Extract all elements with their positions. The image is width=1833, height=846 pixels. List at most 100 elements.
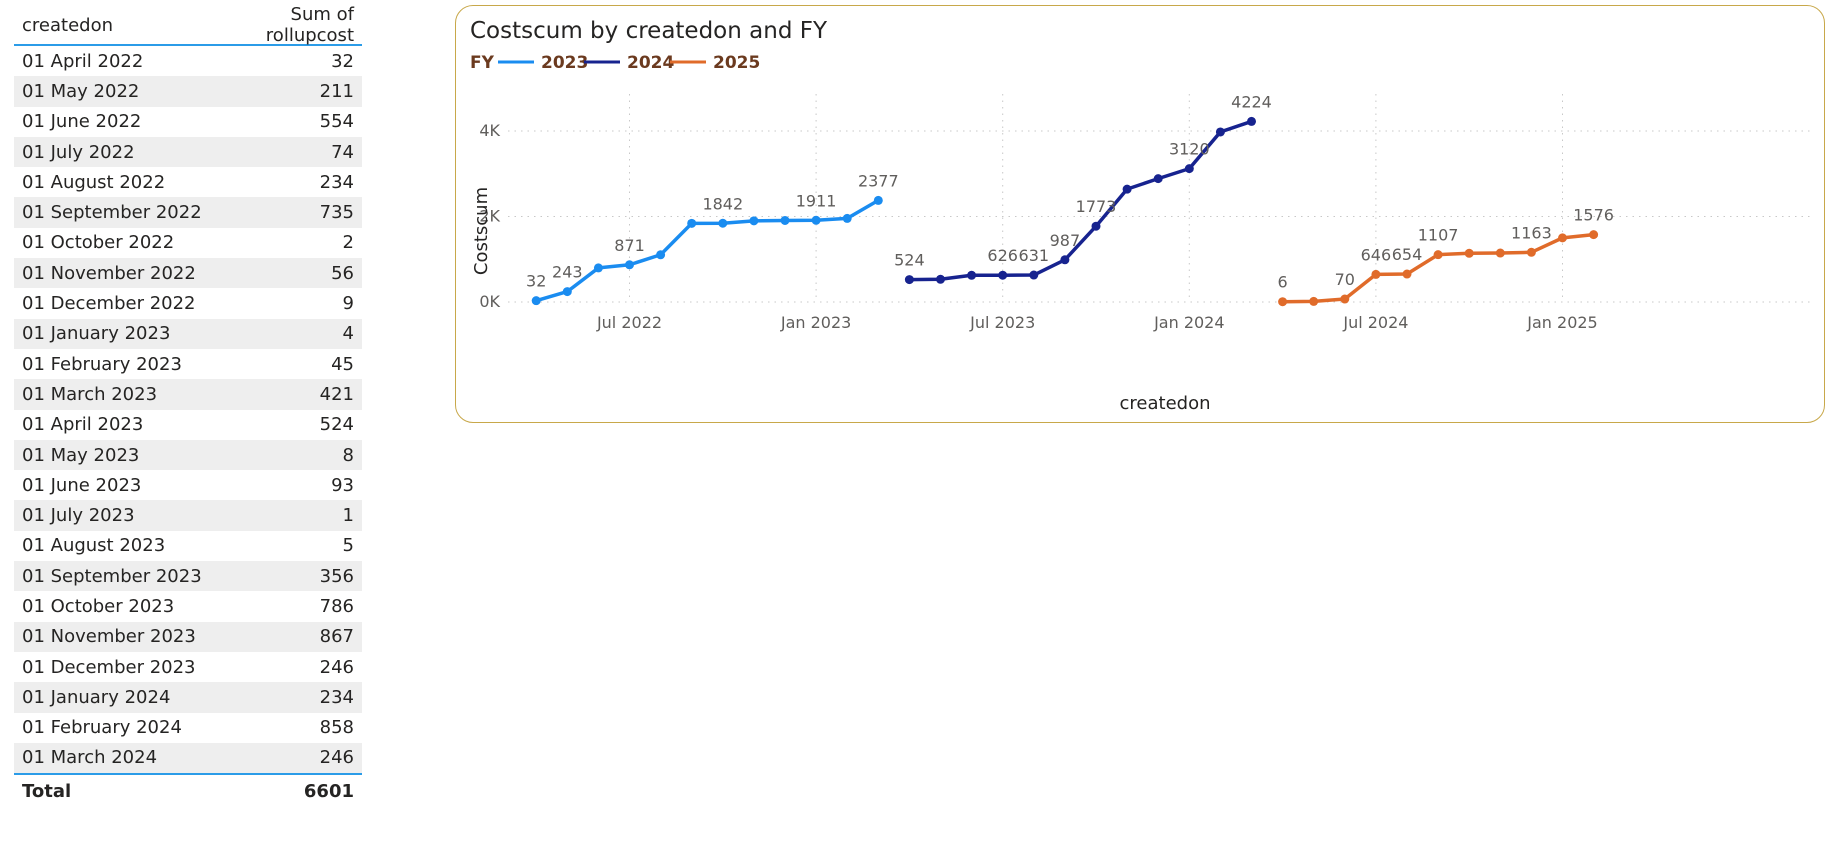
- data-point[interactable]: [1589, 230, 1599, 240]
- cell-rollupcost: 45: [331, 353, 354, 375]
- table-row[interactable]: 01 August 2023 5: [14, 531, 362, 561]
- table-row[interactable]: 01 April 2023 524: [14, 410, 362, 440]
- table-row[interactable]: 01 August 2022 234: [14, 167, 362, 197]
- data-point[interactable]: [1464, 248, 1474, 258]
- cell-createdon: 01 July 2023: [22, 505, 135, 527]
- data-point[interactable]: [1247, 116, 1256, 126]
- data-point[interactable]: [811, 215, 821, 225]
- legend-item-2025[interactable]: 2025: [713, 53, 760, 73]
- x-tick-label: Jan 2025: [1526, 313, 1597, 332]
- table-row[interactable]: 01 July 2022 74: [14, 136, 362, 168]
- data-point[interactable]: [749, 216, 759, 226]
- cell-createdon: 01 September 2022: [22, 202, 202, 224]
- data-point[interactable]: [1184, 164, 1194, 174]
- data-label: 524: [894, 251, 925, 270]
- data-point[interactable]: [904, 275, 914, 285]
- data-point[interactable]: [562, 287, 572, 297]
- data-label: 626: [987, 246, 1018, 265]
- line-chart-card[interactable]: Costscum by createdon and FY FY 2023 2024 2…: [455, 5, 1825, 423]
- table-row[interactable]: 01 February 2023 45: [14, 349, 362, 379]
- series-line-2023[interactable]: [535, 198, 880, 303]
- data-label: 646: [1361, 245, 1392, 264]
- table-row[interactable]: 01 April 2022 32: [14, 46, 362, 76]
- cell-createdon: 01 April 2022: [22, 50, 144, 72]
- data-point[interactable]: [1029, 270, 1039, 280]
- data-point[interactable]: [593, 263, 603, 273]
- data-point[interactable]: [718, 218, 728, 228]
- table-row[interactable]: 01 May 2023 8: [14, 439, 362, 471]
- table-row[interactable]: 01 June 2023 93: [14, 470, 362, 500]
- total-label: Total: [22, 780, 72, 802]
- x-tick-label: Jan 2024: [1153, 313, 1224, 332]
- data-point[interactable]: [1433, 250, 1443, 260]
- table-row[interactable]: 01 October 2023 786: [14, 591, 362, 621]
- data-point[interactable]: [531, 296, 541, 306]
- series-line-2024[interactable]: [909, 119, 1253, 282]
- cell-createdon: 01 August 2022: [22, 171, 166, 193]
- series-line-2025[interactable]: [1282, 232, 1594, 304]
- column-header-sum-rollupcost[interactable]: Sum of rollupcost: [265, 4, 354, 46]
- total-value: 6601: [303, 780, 354, 802]
- table-row[interactable]: 01 September 2023 356: [14, 561, 362, 592]
- data-point[interactable]: [1060, 255, 1070, 265]
- legend-item-2024[interactable]: 2024: [627, 53, 674, 73]
- data-label: 987: [1050, 231, 1081, 250]
- cell-createdon: 01 May 2023: [22, 444, 140, 466]
- table-row[interactable]: 01 June 2022 554: [14, 107, 362, 137]
- cell-rollupcost: 421: [319, 383, 354, 405]
- table-row[interactable]: 01 December 2023 246: [14, 652, 362, 682]
- chart-title: Costscum by createdon and FY: [470, 18, 828, 44]
- data-point[interactable]: [998, 270, 1008, 280]
- table-row[interactable]: 01 May 2022 211: [14, 76, 362, 107]
- data-point[interactable]: [1371, 269, 1381, 279]
- data-point[interactable]: [1215, 127, 1225, 137]
- data-point[interactable]: [1340, 294, 1350, 304]
- data-point[interactable]: [625, 260, 634, 270]
- data-point[interactable]: [967, 270, 977, 280]
- table-row[interactable]: 01 March 2024 246: [14, 742, 362, 774]
- data-label: 4224: [1231, 92, 1272, 111]
- column-header-createdon[interactable]: createdon: [22, 14, 113, 36]
- data-point[interactable]: [780, 215, 790, 225]
- cell-rollupcost: 9: [342, 293, 354, 315]
- table-row[interactable]: 01 November 2023 867: [14, 621, 362, 652]
- data-label: 1911: [796, 191, 837, 210]
- cell-rollupcost: 1: [342, 505, 354, 527]
- data-point[interactable]: [873, 195, 883, 205]
- data-point[interactable]: [1278, 297, 1288, 307]
- data-point[interactable]: [1495, 248, 1505, 258]
- cell-createdon: 01 January 2023: [22, 323, 171, 345]
- table-row[interactable]: 01 November 2022 56: [14, 258, 362, 289]
- table-row[interactable]: 01 March 2023 421: [14, 379, 362, 410]
- data-point[interactable]: [1526, 247, 1536, 257]
- data-point[interactable]: [1402, 269, 1412, 279]
- legend-item-2023[interactable]: 2023: [541, 53, 588, 73]
- data-point[interactable]: [1122, 184, 1132, 194]
- cell-rollupcost: 2: [342, 232, 354, 254]
- cell-createdon: 01 April 2023: [22, 414, 144, 436]
- cell-rollupcost: 735: [319, 202, 354, 224]
- data-point[interactable]: [1558, 233, 1567, 243]
- y-tick-label: 4K: [479, 121, 500, 140]
- data-point[interactable]: [936, 274, 945, 284]
- cell-createdon: 01 November 2022: [22, 262, 196, 284]
- cell-createdon: 01 December 2023: [22, 656, 196, 678]
- table-header: createdon Sum of rollupcost: [14, 4, 362, 46]
- table-row[interactable]: 01 December 2022 9: [14, 288, 362, 318]
- x-axis: Jul 2022 Jan 2023 Jul 2023 Jan 2024 Jul 2024…: [596, 313, 1598, 332]
- table-row[interactable]: 01 February 2024 858: [14, 713, 362, 743]
- table-row[interactable]: 01 October 2022 2: [14, 228, 362, 258]
- table-row[interactable]: 01 January 2024 234: [14, 682, 362, 713]
- data-point[interactable]: [687, 218, 697, 228]
- cell-createdon: 01 February 2023: [22, 353, 182, 375]
- data-label: 1576: [1573, 206, 1614, 225]
- data-point[interactable]: [1153, 174, 1163, 184]
- data-point[interactable]: [1091, 221, 1101, 231]
- table-row[interactable]: 01 July 2023 1: [14, 500, 362, 531]
- table-row[interactable]: 01 January 2023 4: [14, 318, 362, 349]
- data-point[interactable]: [1309, 296, 1319, 306]
- table-row[interactable]: 01 September 2022 735: [14, 197, 362, 228]
- y-axis: 0K 2K 4K: [479, 121, 500, 311]
- data-point[interactable]: [842, 213, 852, 223]
- data-point[interactable]: [656, 250, 666, 260]
